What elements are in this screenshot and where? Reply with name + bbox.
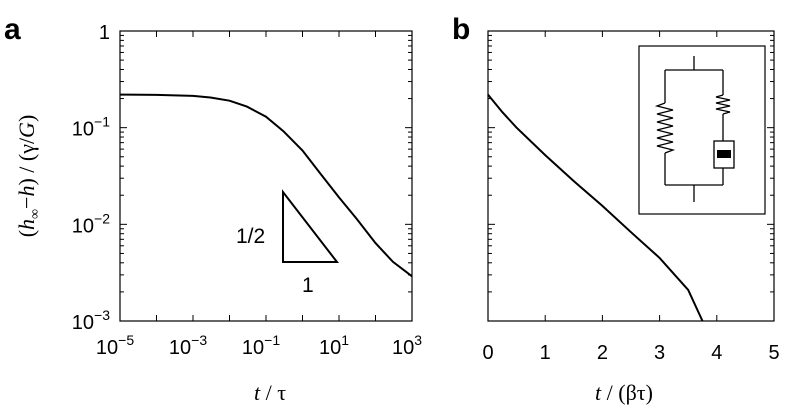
y-label-part: ) [14, 115, 39, 122]
y-label-part: h [14, 219, 39, 230]
panel-a-curve [119, 93, 413, 278]
x-label-var: t [254, 380, 261, 405]
x-tick-label: 1 [540, 342, 551, 364]
y-label-part: G [14, 122, 39, 138]
panel-b: b 0 1 2 3 4 5 t / (βτ) [452, 13, 780, 405]
left-spring [654, 102, 676, 154]
y-label-subscript: ∞ [28, 209, 43, 219]
panel-b-curve [487, 93, 704, 322]
x-label-rest: / τ [260, 380, 286, 405]
panel-a-ticks [119, 30, 413, 322]
panel-b-letter: b [452, 13, 470, 46]
dashpot-piston [717, 150, 731, 158]
inset-spring-dashpot-diagram [638, 45, 766, 215]
x-tick-label: 0 [482, 342, 493, 364]
inset-frame [638, 45, 766, 215]
y-tick-label: 10−2 [72, 210, 110, 237]
panel-b-x-axis-label: t / (βτ) [595, 380, 653, 405]
x-tick-label: 103 [392, 332, 422, 359]
x-label-rest: / (βτ) [601, 380, 653, 405]
y-tick-label: 1 [99, 22, 110, 44]
slope-run-label: 1 [302, 274, 314, 297]
y-tick-label: 10−1 [72, 114, 110, 141]
panel-a-x-axis-label: t / τ [254, 380, 286, 405]
x-tick-label: 10−1 [242, 332, 280, 359]
x-tick-label: 10−3 [169, 332, 207, 359]
y-label-part: ) / (γ/ [14, 137, 39, 185]
y-tick-label: 10−3 [72, 307, 110, 334]
y-label-part: h [14, 186, 39, 197]
panel-a-y-axis-label: (h∞−h) / (γ/G) [14, 115, 43, 238]
slope-rise-label: 1/2 [236, 225, 265, 248]
y-label-part: ( [14, 230, 39, 237]
x-tick-label: 10−5 [96, 332, 134, 359]
panel-a-frame [119, 30, 413, 322]
panel-a-letter: a [4, 13, 21, 46]
x-label-var: t [595, 380, 602, 405]
x-tick-label: 4 [711, 342, 722, 364]
right-spring [715, 94, 731, 115]
x-tick-label: 101 [319, 332, 349, 359]
x-tick-label: 5 [768, 342, 779, 364]
x-tick-label: 2 [597, 342, 608, 364]
panel-b-frame [487, 30, 775, 322]
panel-b-tick-labels: 0 1 2 3 4 5 [482, 342, 779, 364]
y-label-part: − [14, 197, 39, 209]
x-tick-label: 3 [654, 342, 665, 364]
dashpot-cylinder [713, 140, 735, 169]
panel-b-ticks [487, 30, 775, 322]
slope-triangle [282, 189, 340, 263]
